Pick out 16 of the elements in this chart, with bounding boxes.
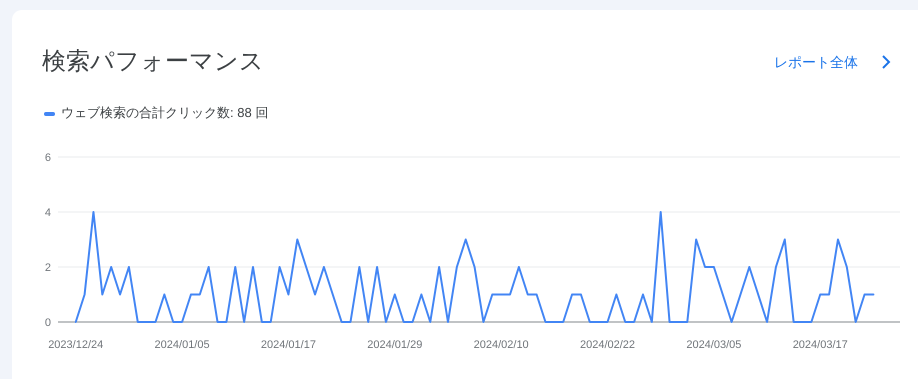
line-series — [74, 211, 874, 323]
x-tick-label: 2024/01/29 — [367, 339, 422, 351]
x-tick-label: 2024/01/17 — [260, 339, 316, 351]
text: レポート全体 — [774, 54, 858, 70]
x-tick-label: 2023/12/24 — [48, 339, 104, 351]
y-tick-label: 4 — [44, 207, 51, 219]
x-tick-label: 2024/03/05 — [686, 339, 742, 351]
chart-title: 検索パフォーマンス — [42, 48, 264, 75]
x-tick-label: 2024/01/05 — [154, 339, 210, 351]
y-tick-label: 2 — [44, 262, 51, 274]
x-tick-label: 2024/02/22 — [580, 339, 636, 351]
y-tick-label: 0 — [44, 317, 51, 329]
y-tick-label: 6 — [44, 152, 51, 164]
x-tick-label: 2024/03/17 — [792, 339, 848, 351]
x-tick-label: 2024/02/10 — [474, 339, 529, 351]
legend-label: ウェブ検索の合計クリック数: 88 回 — [61, 105, 268, 120]
